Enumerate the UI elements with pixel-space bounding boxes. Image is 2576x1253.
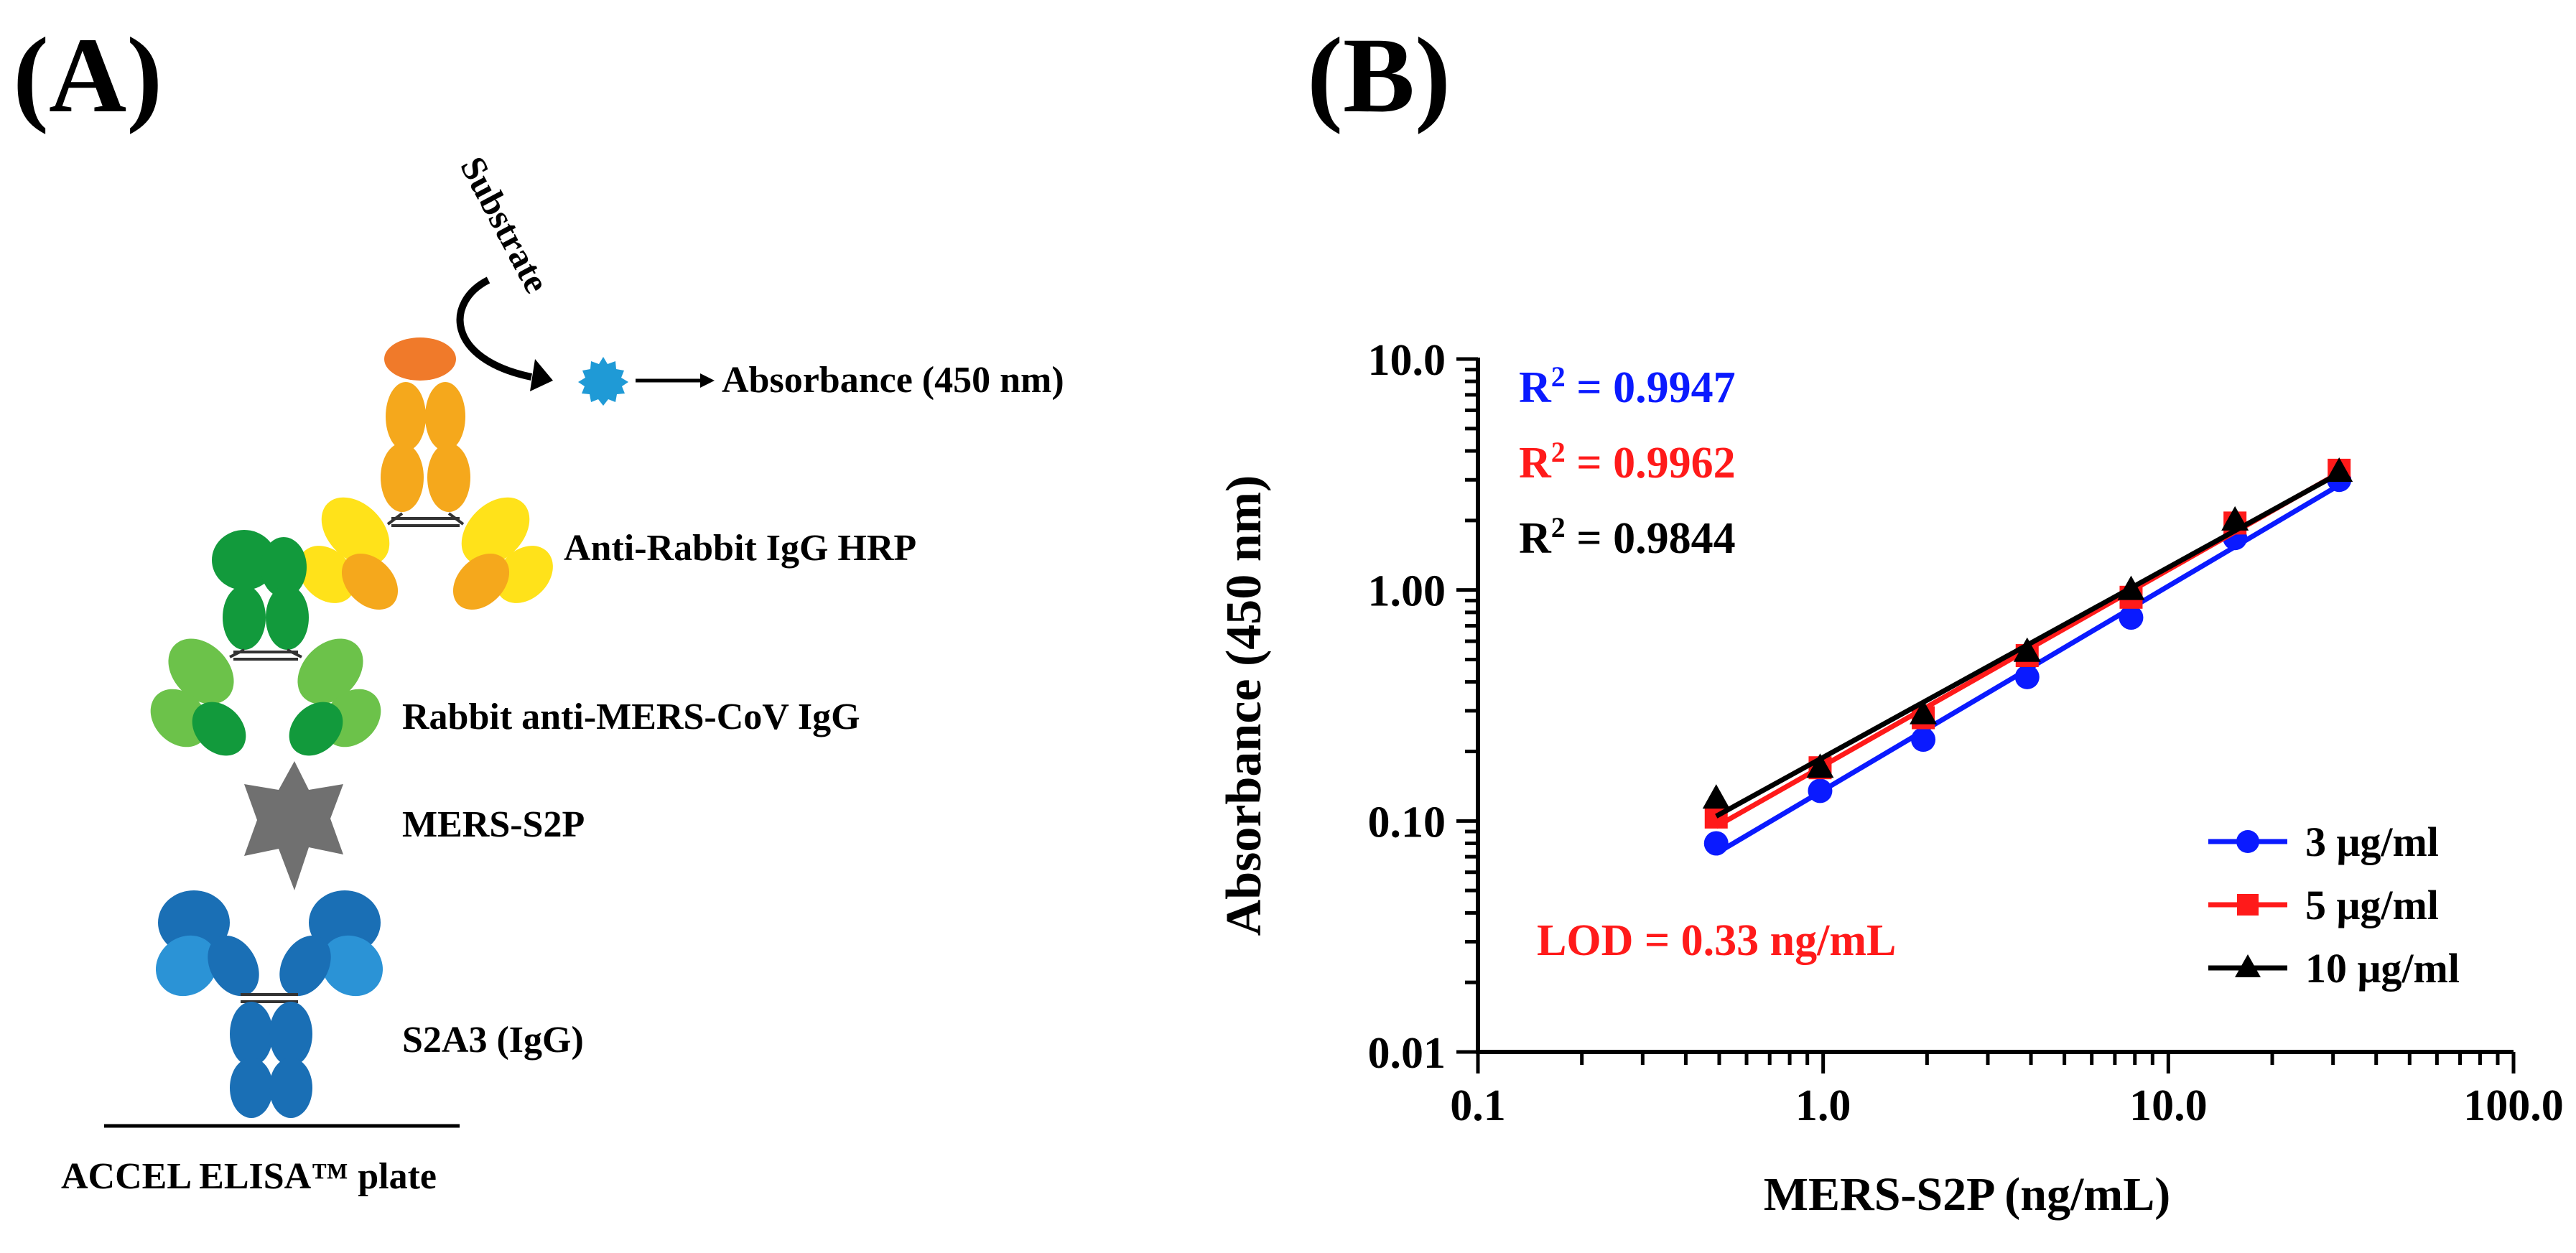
- series-1-point: [2014, 664, 2040, 689]
- r2-annotation-3: R2 = 0.9844: [1519, 511, 1736, 564]
- anti-rabbit-label: Anti-Rabbit IgG HRP: [564, 528, 916, 569]
- y-axis-title: Absorbance (450 nm): [1217, 475, 1272, 936]
- y-tick-label: 0.01: [1368, 1029, 1446, 1078]
- x-axis-title: MERS-S2P (ng/mL): [1764, 1168, 2171, 1221]
- mers-s2p-antigen-icon: [244, 761, 343, 890]
- legend-marker-1: [2236, 830, 2259, 853]
- series-1-point: [2119, 605, 2144, 630]
- series-3-point: [2325, 457, 2353, 483]
- series-3-point: [1910, 699, 1938, 725]
- hrp-enzyme-icon: [384, 337, 456, 381]
- series-3-point: [2013, 637, 2041, 662]
- anti-rabbit-antibody-icon: [298, 382, 553, 610]
- absorbance-label: Absorbance (450 nm): [722, 360, 1064, 401]
- panel-b-label: (B): [1307, 16, 1451, 135]
- series-3-point: [2117, 575, 2145, 600]
- series-1-point: [1703, 831, 1729, 856]
- substrate-arrow: [456, 276, 533, 381]
- legend-label-1: 3 μg/ml: [2305, 819, 2439, 865]
- s2a3-label: S2A3 (IgG): [402, 1020, 584, 1061]
- s2a3-antibody-icon: [155, 890, 383, 1118]
- y-tick-label: 10.0: [1368, 336, 1446, 385]
- x-tick-label: 100.0: [2463, 1081, 2564, 1130]
- legend-marker-2: [2237, 894, 2259, 916]
- substrate-arrow-head: [530, 359, 553, 391]
- panel-a-label: (A): [13, 16, 163, 135]
- y-tick-label: 1.00: [1368, 567, 1446, 616]
- series-3-point: [2221, 506, 2249, 531]
- r2-annotation-1: R2 = 0.9947: [1519, 360, 1736, 413]
- rabbit-antibody-label: Rabbit anti-MERS-CoV IgG: [402, 697, 860, 737]
- mers-s2p-label: MERS-S2P: [402, 804, 585, 845]
- series-3-point: [1806, 753, 1834, 778]
- x-tick-label: 1.0: [1795, 1081, 1851, 1130]
- legend-marker-3: [2235, 954, 2261, 977]
- elisa-plate-label: ACCEL ELISA™ plate: [61, 1156, 437, 1197]
- lod-annotation: LOD = 0.33 ng/mL: [1537, 916, 1896, 965]
- legend-label-2: 5 μg/ml: [2305, 882, 2439, 928]
- series-1-point: [1911, 727, 1936, 753]
- series-1-point: [1808, 778, 1833, 803]
- legend-label-3: 10 μg/ml: [2305, 945, 2460, 992]
- absorbance-arrow-head: [700, 373, 715, 388]
- series-3-point: [1702, 784, 1730, 809]
- rabbit-antibody-icon: [150, 530, 381, 756]
- x-tick-label: 0.1: [1450, 1081, 1506, 1130]
- y-tick-label: 0.10: [1368, 798, 1446, 847]
- r2-annotation-2: R2 = 0.9962: [1519, 436, 1736, 488]
- x-tick-label: 10.0: [2129, 1081, 2208, 1130]
- product-starburst-icon: [578, 357, 628, 406]
